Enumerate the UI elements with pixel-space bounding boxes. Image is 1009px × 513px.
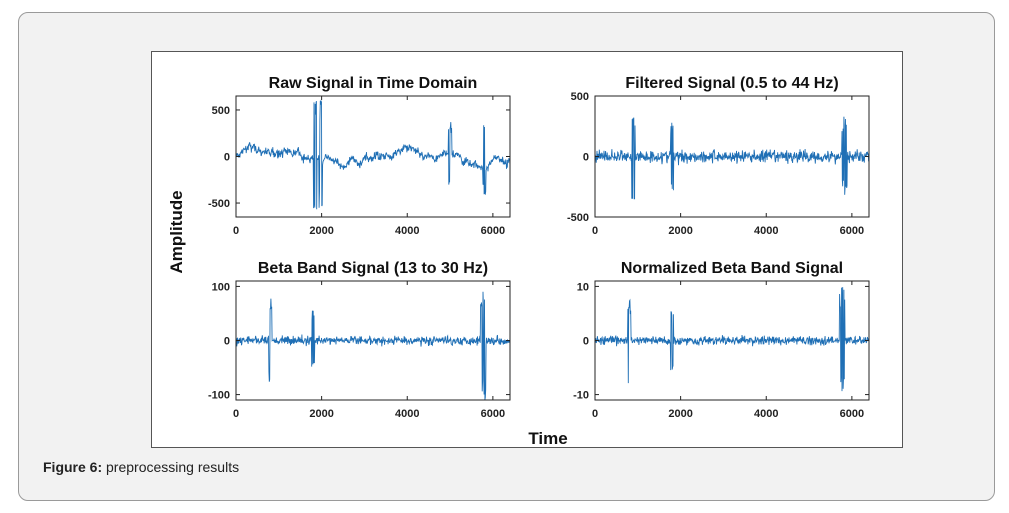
plot-box bbox=[235, 95, 511, 218]
y-tick-label: -500 bbox=[567, 212, 589, 224]
x-tick-label: 4000 bbox=[395, 408, 419, 420]
y-tick-label: 0 bbox=[583, 152, 589, 164]
signal-line bbox=[594, 116, 870, 200]
panel-title: Filtered Signal (0.5 to 44 Hz) bbox=[625, 75, 838, 92]
x-tick-label: 2000 bbox=[668, 408, 692, 420]
y-tick-label: -500 bbox=[208, 198, 230, 210]
x-tick-label: 2000 bbox=[668, 225, 692, 237]
y-tick-label: -100 bbox=[208, 390, 230, 402]
x-tick-label: 6000 bbox=[481, 408, 505, 420]
x-tick-label: 6000 bbox=[481, 225, 505, 237]
x-tick-label: 6000 bbox=[840, 408, 864, 420]
x-tick-label: 6000 bbox=[840, 225, 864, 237]
y-tick-label: 0 bbox=[224, 336, 230, 348]
x-tick-label: 0 bbox=[592, 225, 598, 237]
y-tick-label: 500 bbox=[571, 91, 589, 103]
caption-text: preprocessing results bbox=[106, 459, 240, 475]
x-tick-label: 4000 bbox=[754, 408, 778, 420]
y-tick-label: -10 bbox=[573, 390, 589, 402]
y-axis-label: Amplitude bbox=[167, 190, 186, 273]
figure-caption: Figure 6: preprocessing results bbox=[43, 459, 239, 475]
x-tick-label: 0 bbox=[233, 408, 239, 420]
y-tick-label: 0 bbox=[224, 152, 230, 164]
figure-card: Amplitude Time Raw Signal in Time Domain… bbox=[18, 12, 995, 501]
signal-line bbox=[235, 99, 511, 210]
x-tick-label: 4000 bbox=[395, 225, 419, 237]
panel-title: Normalized Beta Band Signal bbox=[621, 260, 843, 277]
panel-title: Beta Band Signal (13 to 30 Hz) bbox=[258, 260, 488, 277]
x-tick-label: 4000 bbox=[754, 225, 778, 237]
signal-line bbox=[235, 291, 511, 400]
y-tick-label: 10 bbox=[577, 281, 589, 293]
y-tick-label: 100 bbox=[212, 281, 230, 293]
x-tick-label: 2000 bbox=[309, 408, 333, 420]
x-axis-label: Time bbox=[528, 429, 567, 448]
chart-svg: Amplitude Time Raw Signal in Time Domain… bbox=[167, 75, 870, 448]
y-tick-label: 0 bbox=[583, 336, 589, 348]
x-tick-label: 0 bbox=[592, 408, 598, 420]
panel-title: Raw Signal in Time Domain bbox=[269, 75, 478, 92]
y-tick-label: 500 bbox=[212, 105, 230, 117]
x-tick-label: 0 bbox=[233, 225, 239, 237]
caption-label: Figure 6: bbox=[43, 459, 103, 475]
figure-image: Amplitude Time Raw Signal in Time Domain… bbox=[151, 51, 903, 448]
x-tick-label: 2000 bbox=[309, 225, 333, 237]
signal-line bbox=[594, 287, 870, 392]
